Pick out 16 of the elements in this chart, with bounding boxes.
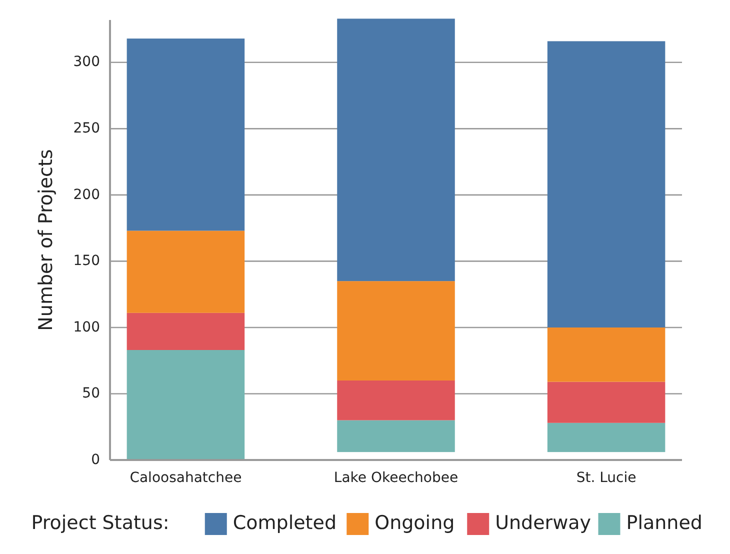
y-tick-label: 150: [73, 253, 100, 270]
x-tick-label: Caloosahatchee: [130, 470, 242, 486]
y-tick-label: 0: [91, 452, 100, 468]
y-tick-label: 300: [73, 54, 100, 70]
x-tick-label: St. Lucie: [576, 470, 636, 486]
y-axis-title: Number of Projects: [35, 149, 57, 331]
y-tick-label: 250: [73, 120, 100, 137]
x-tick-label: Lake Okeechobee: [334, 470, 458, 486]
y-tick-label: 200: [73, 186, 100, 203]
y-tick-label: 50: [82, 386, 100, 402]
legend-label: Completed: [232, 512, 337, 534]
legend-title: Project Status:: [31, 512, 170, 534]
legend-label: Planned: [626, 512, 702, 534]
legend-label: Underway: [495, 512, 592, 534]
y-tick-label: 100: [73, 319, 100, 336]
legend-label: Ongoing: [374, 512, 455, 534]
